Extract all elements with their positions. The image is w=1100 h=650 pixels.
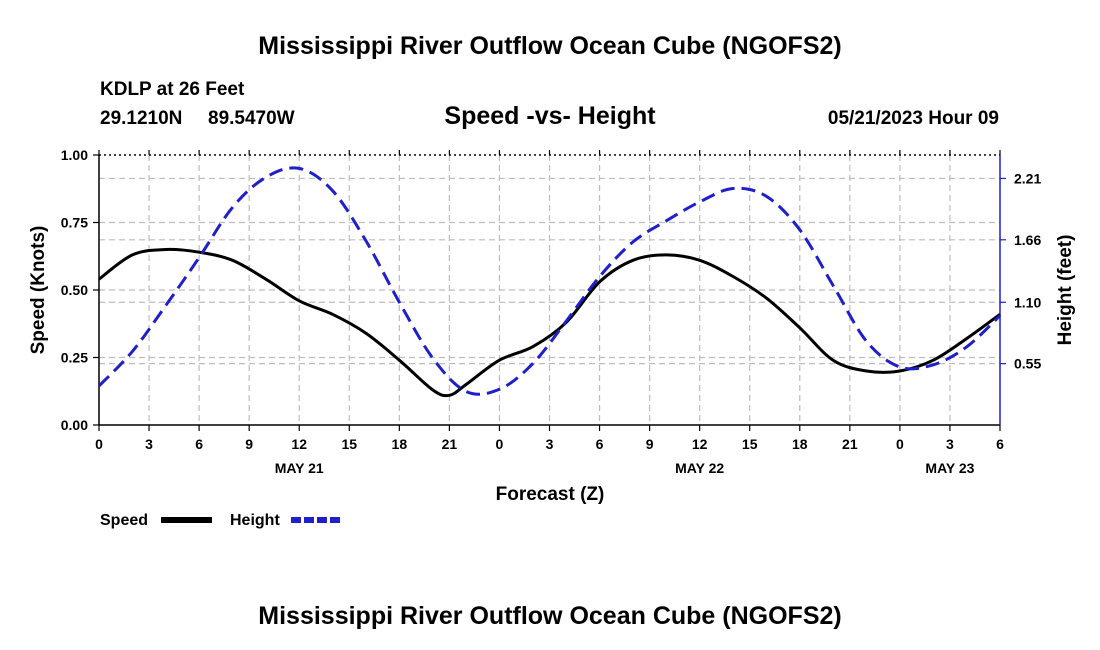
y-tick-label: 0.00 (61, 417, 88, 433)
tick-labels: 0 3 6 9 12 15 18 21 0 3 6 9 12 15 18 21 0 3 6 MAY 21 MAY 22 M… (61, 147, 1042, 476)
forecast-datetime: 05/21/2023 Hour 09 (828, 108, 999, 129)
x-tick-label: 6 (195, 436, 203, 452)
x-tick-label: 6 (596, 436, 604, 452)
y-tick-label: 1.00 (61, 147, 88, 163)
axes (93, 150, 1006, 431)
y-tick-label: 0.50 (61, 282, 88, 298)
y2-axis-label: Height (feet) (1055, 235, 1076, 346)
y-axis-label: Speed (Knots) (28, 226, 49, 355)
footer-title: Mississippi River Outflow Ocean Cube (NG… (258, 602, 841, 630)
x-date-label: MAY 22 (675, 460, 724, 476)
page-title: Mississippi River Outflow Ocean Cube (NG… (258, 32, 841, 60)
x-tick-label: 3 (145, 436, 153, 452)
legend-speed-label: Speed (100, 512, 148, 529)
x-tick-label: 0 (496, 436, 504, 452)
x-tick-label: 6 (996, 436, 1004, 452)
legend-height-label: Height (230, 512, 280, 529)
x-axis-label: Forecast (Z) (496, 484, 605, 505)
series-line-speed (98, 247, 1001, 398)
x-tick-label: 0 (896, 436, 904, 452)
x-tick-label: 12 (692, 436, 708, 452)
x-tick-label: 18 (392, 436, 408, 452)
x-date-label: MAY 23 (925, 460, 974, 476)
x-date-label: MAY 21 (275, 460, 324, 476)
y2-tick-label: 0.55 (1014, 356, 1041, 372)
x-tick-label: 21 (842, 436, 858, 452)
x-tick-label: 3 (546, 436, 554, 452)
x-tick-label: 9 (245, 436, 253, 452)
station-name: KDLP at 26 Feet (100, 79, 245, 100)
y2-tick-label: 1.66 (1014, 232, 1041, 248)
x-tick-label: 18 (792, 436, 808, 452)
y2-tick-label: 1.10 (1014, 294, 1041, 310)
y-tick-label: 0.25 (61, 350, 88, 366)
x-tick-label: 9 (646, 436, 654, 452)
x-tick-label: 15 (341, 436, 357, 452)
x-tick-label: 15 (742, 436, 758, 452)
y2-tick-label: 2.21 (1014, 170, 1041, 186)
x-tick-label: 3 (946, 436, 954, 452)
x-tick-label: 0 (95, 436, 103, 452)
legend: Speed Height (100, 512, 342, 529)
station-lon: 89.5470W (208, 108, 295, 129)
series-line-height (97, 166, 1002, 396)
chart-title: Speed -vs- Height (444, 102, 656, 130)
x-tick-label: 12 (291, 436, 307, 452)
grid (99, 155, 1000, 425)
series-group (97, 166, 1002, 398)
x-tick-label: 21 (442, 436, 458, 452)
y-tick-label: 0.75 (61, 215, 88, 231)
station-lat: 29.1210N (100, 108, 182, 129)
